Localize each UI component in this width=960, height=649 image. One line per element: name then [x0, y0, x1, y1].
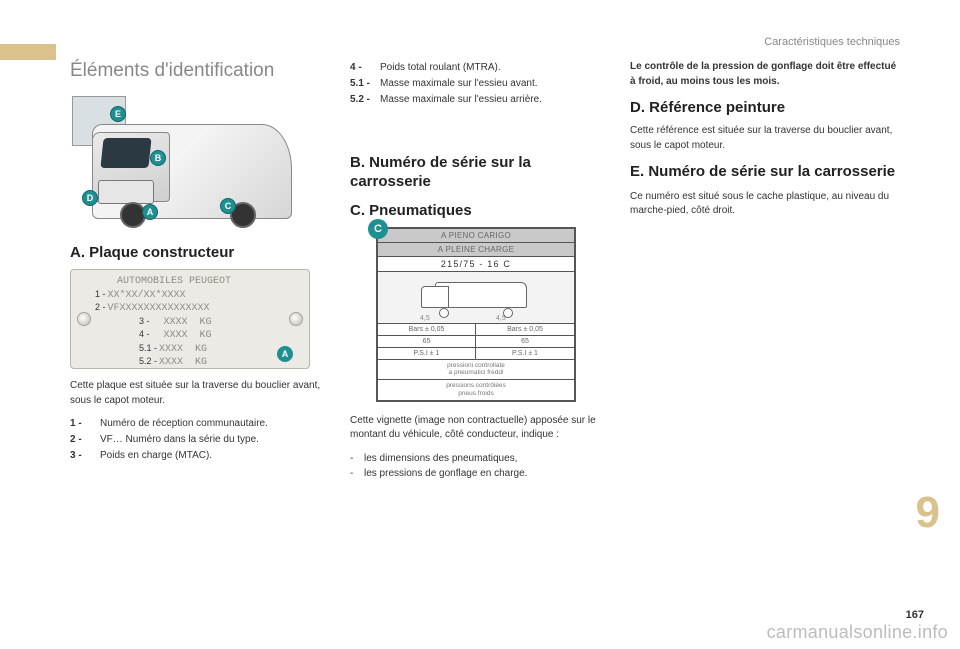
plate-caption: Cette plaque est située sur la traverse …: [70, 379, 322, 408]
foot2b: pneus froids: [458, 390, 493, 397]
foot1a: pressioni controllate: [447, 362, 505, 369]
tyre-bullet-2-text: les pressions de gonflage en charge.: [364, 466, 527, 481]
psi-val-2: 65: [476, 336, 574, 348]
spec-2-num: 2 -: [70, 432, 100, 447]
spec-5-2-txt: Masse maximale sur l'essieu arrière.: [380, 92, 542, 107]
sticker-box: A PIENO CARIGO A PLEINE CHARGE 215/75 - …: [376, 227, 576, 402]
page-content: Éléments d'identification E B D A C A. P…: [70, 60, 900, 481]
column-3: Le contrôle de la pression de gonflage d…: [630, 60, 898, 481]
tyre-bullet-2: -les pressions de gonflage en charge.: [350, 466, 602, 481]
heading-c: C. Pneumatiques: [350, 202, 602, 219]
plate-row-3-text: XXXX KG: [164, 317, 212, 328]
e-text: Ce numéro est situé sous le cache plasti…: [630, 190, 898, 219]
spec-5-2-num: 5.2 -: [350, 92, 380, 107]
mini-van-icon: [421, 280, 531, 316]
callout-d: D: [82, 190, 98, 206]
spec-3-txt: Poids en charge (MTAC).: [100, 448, 212, 463]
tyre-bullet-1: -les dimensions des pneumatiques,: [350, 451, 602, 466]
callout-a: A: [142, 204, 158, 220]
psi-cell-2: P.S.I ± 1: [476, 348, 574, 360]
plate-title: AUTOMOBILES PEUGEOT: [117, 276, 279, 289]
plate-row-6: 5.2 -XXXX KG: [139, 356, 279, 370]
watermark: carmanualsonline.info: [767, 622, 948, 643]
column-1: Éléments d'identification E B D A C A. P…: [70, 60, 322, 481]
tyre-caption: Cette vignette (image non contractuelle)…: [350, 414, 602, 443]
van-illustration: E B D A C: [70, 94, 310, 234]
plate-row-1-label: 1 -: [95, 289, 106, 299]
axle-front-label: 4,5: [420, 315, 430, 322]
header-section-label: Caractéristiques techniques: [764, 36, 900, 48]
dash-icon: -: [350, 466, 364, 481]
sticker-foot-it: pressioni controllate a pneumatici fredd…: [378, 360, 574, 381]
manufacturer-plate: AUTOMOBILES PEUGEOT 1 -XX*XX/XX*XXXX 2 -…: [70, 269, 310, 369]
bars-cell-2: Bars ± 0,05: [476, 324, 574, 336]
bars-cell-1: Bars ± 0,05: [378, 324, 476, 336]
side-tab: [0, 44, 56, 60]
spec-5-1: 5.1 -Masse maximale sur l'essieu avant.: [350, 76, 602, 91]
plate-row-3-label: 3 -: [139, 316, 150, 326]
chapter-number: 9: [916, 488, 940, 538]
plate-row-5-text: XXXX KG: [159, 344, 207, 355]
callout-e: E: [110, 106, 126, 122]
plate-row-4-text: XXXX KG: [164, 330, 212, 341]
spec-2: 2 -VF… Numéro dans la série du type.: [70, 432, 322, 447]
heading-d: D. Référence peinture: [630, 99, 898, 116]
spec-5-1-txt: Masse maximale sur l'essieu avant.: [380, 76, 538, 91]
plate-row-5-label: 5.1 -: [139, 343, 157, 353]
heading-b: B. Numéro de série sur la carrosserie: [350, 154, 602, 192]
foot2a: pressions contrôlées: [446, 382, 506, 389]
heading-a: A. Plaque constructeur: [70, 244, 322, 261]
plate-row-2: 2 -VFXXXXXXXXXXXXXXX: [95, 302, 279, 316]
callout-b: B: [150, 150, 166, 166]
psi-cell-1: P.S.I ± 1: [378, 348, 476, 360]
plate-rivet-right: [289, 312, 303, 326]
spec-1-num: 1 -: [70, 416, 100, 431]
plate-row-3: 3 - XXXX KG: [139, 316, 279, 330]
column-2: 4 -Poids total roulant (MTRA). 5.1 -Mass…: [350, 60, 602, 481]
tyre-bullet-1-text: les dimensions des pneumatiques,: [364, 451, 517, 466]
spec-1: 1 -Numéro de réception communautaire.: [70, 416, 322, 431]
plate-rivet-left: [77, 312, 91, 326]
plate-row-1: 1 -XX*XX/XX*XXXX: [95, 289, 279, 303]
heading-e: E. Numéro de série sur la carrosserie: [630, 163, 898, 182]
sticker-foot-fr: pressions contrôlées pneus froids: [378, 380, 574, 400]
dash-icon: -: [350, 451, 364, 466]
sticker-tyre-size: 215/75 - 16 C: [378, 257, 574, 272]
plate-row-2-label: 2 -: [95, 302, 106, 312]
spec-4: 4 -Poids total roulant (MTRA).: [350, 60, 602, 75]
sticker-grid: Bars ± 0,05 Bars ± 0,05 65 65 P.S.I ± 1 …: [378, 324, 574, 360]
sticker-header-1: A PIENO CARIGO: [378, 229, 574, 243]
sticker-van-row: 4,5 4,5: [378, 272, 574, 324]
spec-4-txt: Poids total roulant (MTRA).: [380, 60, 501, 75]
van-grille: [98, 180, 154, 204]
spec-3: 3 -Poids en charge (MTAC).: [70, 448, 322, 463]
tyre-callout-c: C: [368, 219, 388, 239]
tyre-sticker: C A PIENO CARIGO A PLEINE CHARGE 215/75 …: [376, 227, 576, 402]
plate-row-6-text: XXXX KG: [159, 357, 207, 368]
plate-row-1-text: XX*XX/XX*XXXX: [108, 290, 186, 301]
plate-row-6-label: 5.2 -: [139, 356, 157, 366]
spec-2-txt: VF… Numéro dans la série du type.: [100, 432, 259, 447]
plate-row-5: 5.1 -XXXX KG: [139, 343, 279, 357]
plate-row-4: 4 - XXXX KG: [139, 329, 279, 343]
van-windshield: [100, 138, 151, 168]
plate-row-4-label: 4 -: [139, 329, 150, 339]
callout-c: C: [220, 198, 236, 214]
plate-callout-a: A: [277, 346, 293, 362]
foot1b: a pneumatici freddi: [449, 369, 504, 376]
page-number: 167: [906, 609, 924, 621]
spec-5-1-num: 5.1 -: [350, 76, 380, 91]
spec-5-2: 5.2 -Masse maximale sur l'essieu arrière…: [350, 92, 602, 107]
main-title: Éléments d'identification: [70, 60, 322, 82]
spec-3-num: 3 -: [70, 448, 100, 463]
spec-4-num: 4 -: [350, 60, 380, 75]
axle-rear-label: 4,5: [496, 315, 506, 322]
pressure-check-note: Le contrôle de la pression de gonflage d…: [630, 60, 898, 89]
spec-1-txt: Numéro de réception communautaire.: [100, 416, 268, 431]
sticker-header-2: A PLEINE CHARGE: [378, 243, 574, 257]
plate-row-2-text: VFXXXXXXXXXXXXXXX: [108, 303, 210, 314]
psi-val-1: 65: [378, 336, 476, 348]
d-text: Cette référence est située sur la traver…: [630, 124, 898, 153]
